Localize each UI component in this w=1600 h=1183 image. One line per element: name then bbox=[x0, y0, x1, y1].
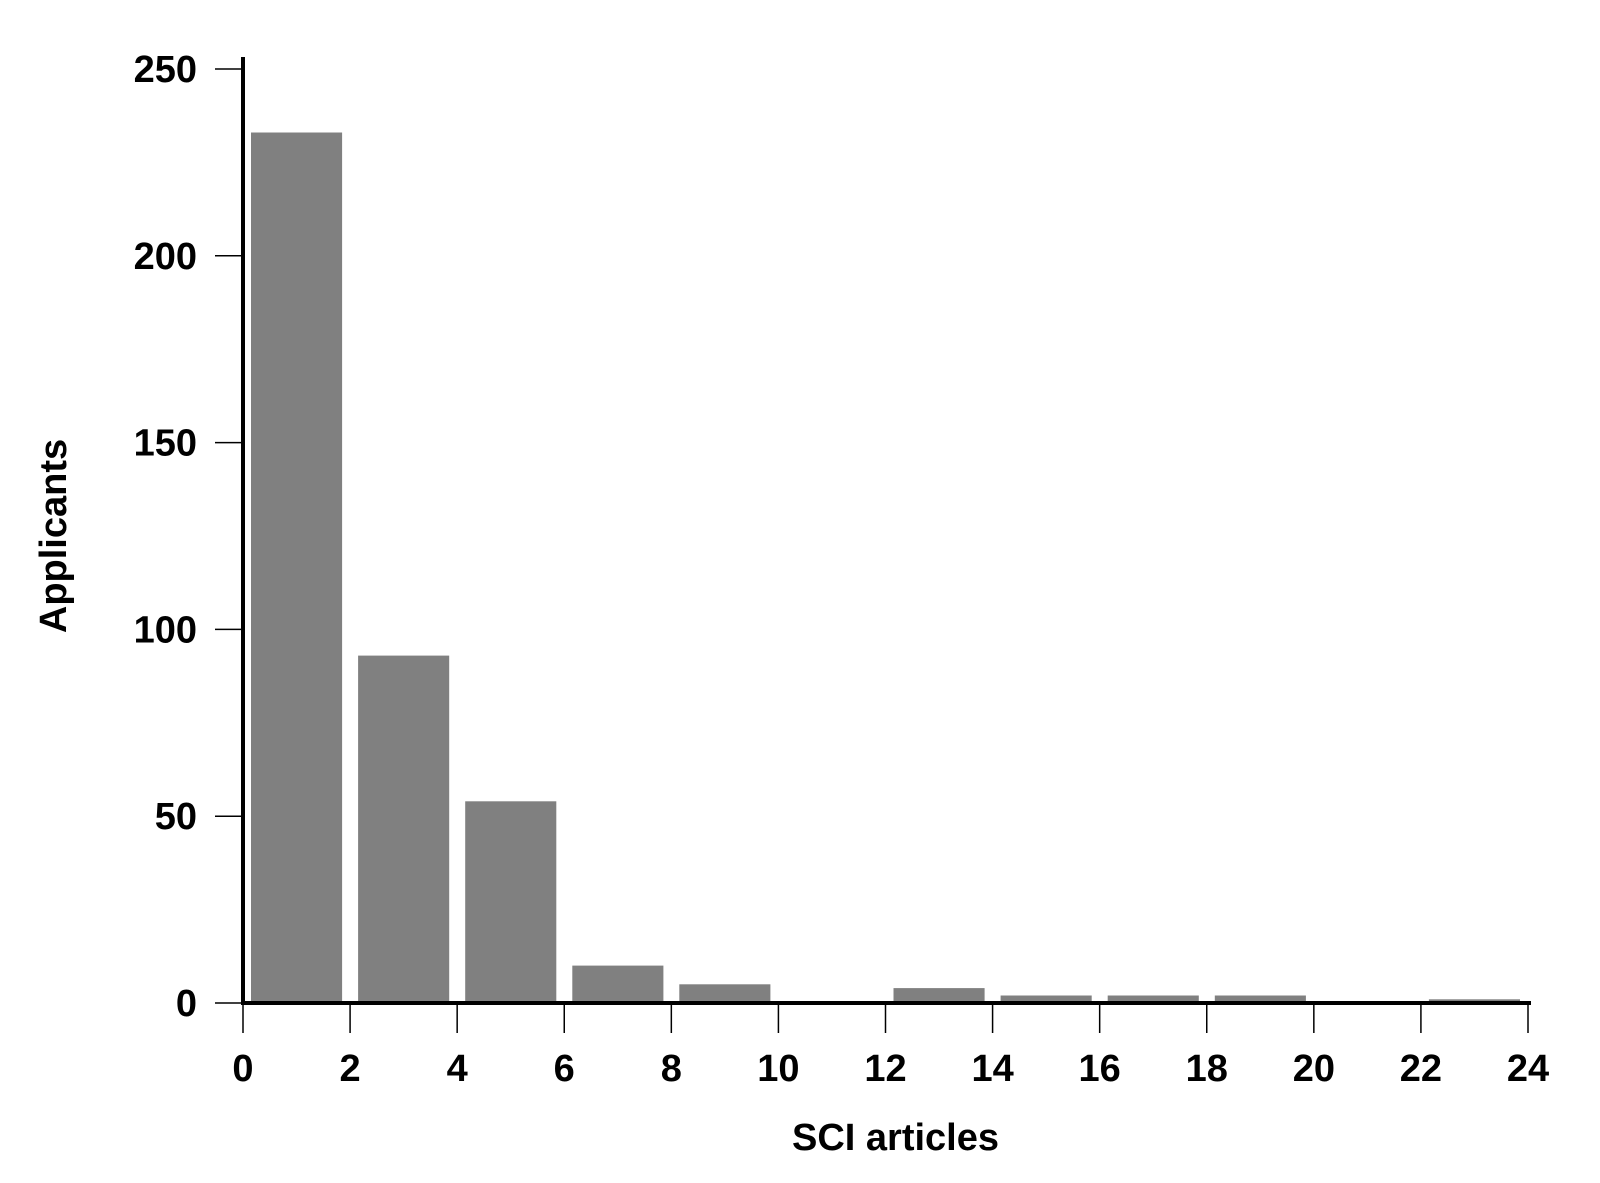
y-ticks-group: 0 50 100 150 200 250 bbox=[134, 49, 243, 1025]
bars-group bbox=[251, 132, 1520, 1003]
x-tick-label-6: 6 bbox=[554, 1048, 575, 1090]
bar-14-16 bbox=[1000, 995, 1092, 1003]
bar-6-8 bbox=[572, 965, 664, 1003]
bar-2-4 bbox=[358, 655, 450, 1003]
y-tick-label-250: 250 bbox=[134, 49, 197, 91]
x-tick-label-4: 4 bbox=[447, 1048, 468, 1090]
y-tick-label-50: 50 bbox=[155, 796, 197, 838]
bar-8-10 bbox=[679, 984, 771, 1003]
bar-4-6 bbox=[465, 801, 557, 1003]
y-tick-label-0: 0 bbox=[176, 983, 197, 1025]
x-tick-label-24: 24 bbox=[1507, 1048, 1549, 1090]
bar-16-18 bbox=[1107, 995, 1199, 1003]
x-ticks-group: 0 2 4 6 8 10 12 14 16 18 20 22 24 bbox=[232, 1003, 1549, 1090]
x-tick-label-22: 22 bbox=[1400, 1048, 1442, 1090]
bar-18-20 bbox=[1214, 995, 1306, 1003]
y-tick-label-100: 100 bbox=[134, 609, 197, 651]
bar-12-14 bbox=[893, 988, 985, 1003]
x-tick-label-16: 16 bbox=[1079, 1048, 1121, 1090]
y-tick-label-150: 150 bbox=[134, 423, 197, 465]
x-tick-label-12: 12 bbox=[864, 1048, 906, 1090]
x-axis-title: SCI articles bbox=[792, 1117, 999, 1159]
bar-0-2 bbox=[251, 132, 343, 1003]
y-tick-label-200: 200 bbox=[134, 236, 197, 278]
x-tick-label-18: 18 bbox=[1186, 1048, 1228, 1090]
x-tick-label-0: 0 bbox=[232, 1048, 253, 1090]
x-tick-label-2: 2 bbox=[340, 1048, 361, 1090]
x-tick-label-14: 14 bbox=[971, 1048, 1013, 1090]
x-tick-label-10: 10 bbox=[757, 1048, 799, 1090]
x-tick-label-20: 20 bbox=[1293, 1048, 1335, 1090]
x-tick-label-8: 8 bbox=[661, 1048, 682, 1090]
y-axis-title: Applicants bbox=[33, 439, 75, 633]
